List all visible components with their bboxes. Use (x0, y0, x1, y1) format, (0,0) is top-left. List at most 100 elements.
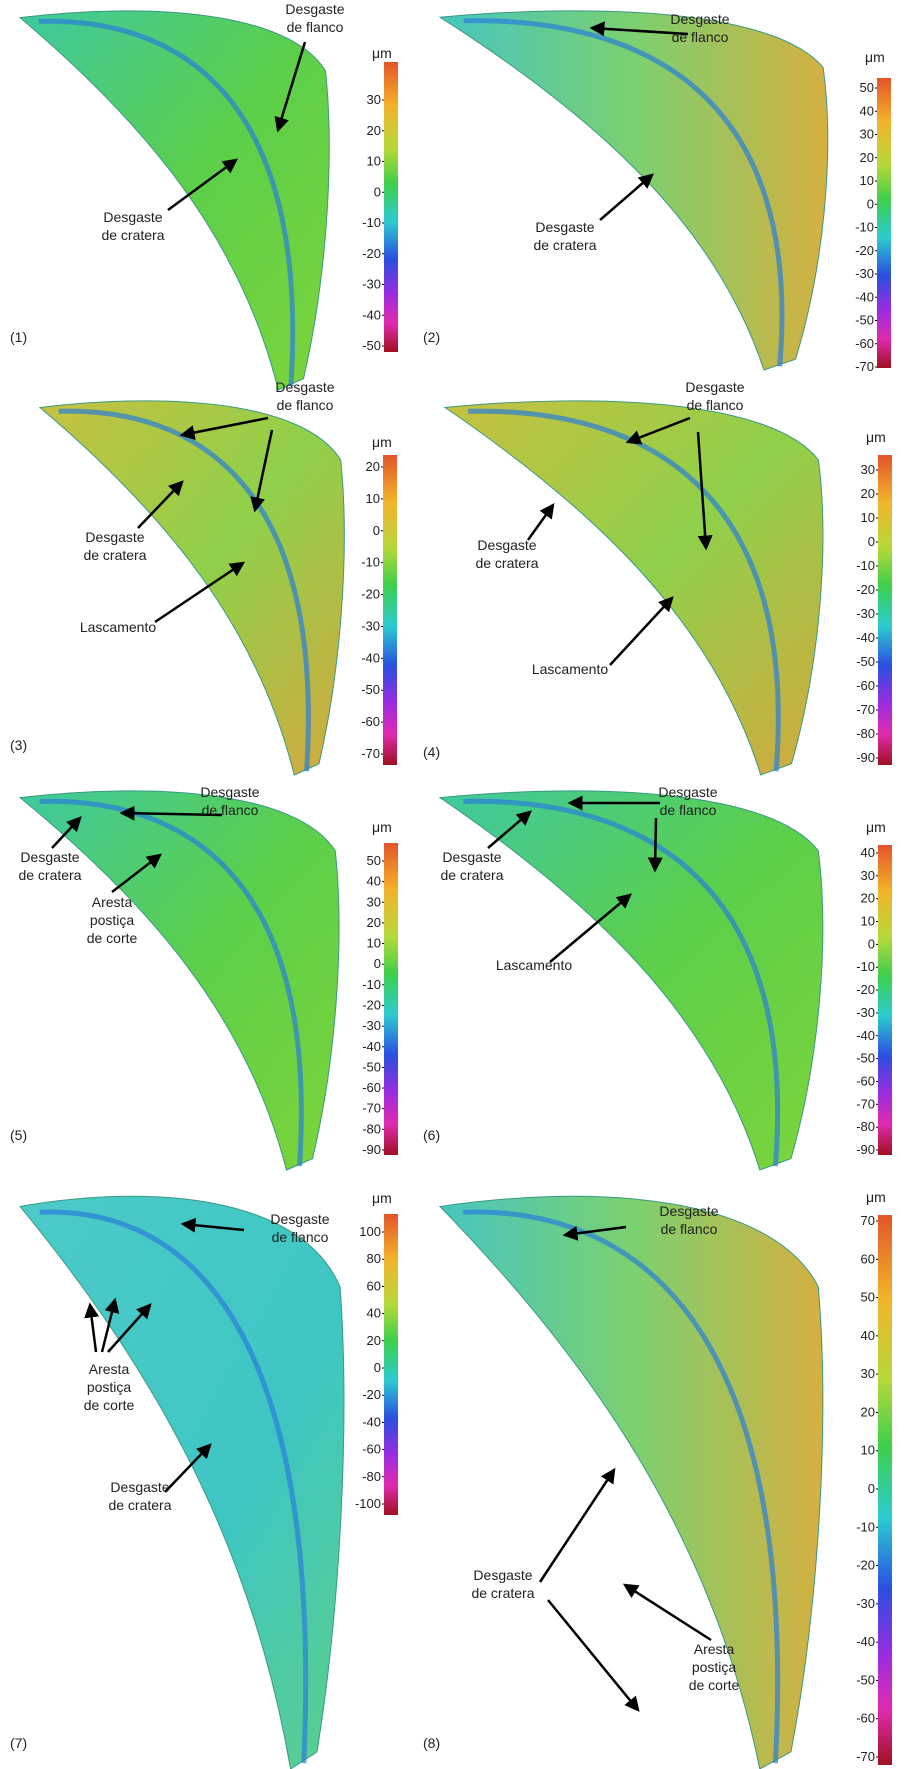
panel-label: (3) (10, 737, 27, 753)
annotation-text: de corte (84, 1397, 135, 1413)
colorbar-tick-label: 60 (861, 1251, 875, 1266)
colorbar-tick-label: 10 (860, 173, 874, 188)
annotation-text: de cratera (108, 1497, 171, 1513)
panel: μm 30 20 10 0 -10 -20 -30 -40 -50 -60 -70 -80 -90 (4) D… (423, 379, 892, 775)
colorbar (878, 455, 892, 765)
colorbar (384, 1214, 398, 1515)
colorbar-tick-label: 0 (374, 1360, 381, 1375)
annotation-text: de corte (689, 1677, 740, 1693)
colorbar-tick-label: 50 (367, 853, 381, 868)
flank-band (463, 1212, 777, 1763)
surface-shape (440, 1196, 823, 1769)
colorbar-tick-label: -70 (855, 359, 874, 374)
colorbar-tick-label: -20 (856, 982, 875, 997)
annotation-text: de flanco (277, 397, 334, 413)
flank-band (464, 21, 782, 367)
annotation-arrow (111, 853, 162, 893)
annotation-arrow (538, 1467, 616, 1583)
tool-surface (20, 791, 339, 1170)
colorbar-tick-label: 40 (861, 1328, 875, 1343)
annotation-arrow (487, 810, 532, 849)
surface-shape (440, 11, 828, 370)
colorbar-tick-label: 40 (861, 845, 875, 860)
colorbar-tick-label: -60 (856, 1711, 875, 1726)
panel-label: (6) (423, 1127, 440, 1143)
colorbar-tick-label: -40 (362, 1414, 381, 1429)
annotation-arrow (107, 1303, 152, 1353)
annotation-arrow (167, 158, 239, 212)
annotation-text: Lascamento (80, 619, 156, 635)
colorbar-tick-label: -20 (855, 243, 874, 258)
annotation-arrow (647, 817, 663, 873)
colorbar-tick-label: 100 (359, 1224, 381, 1239)
colorbar-tick-label: -20 (362, 246, 381, 261)
colorbar-unit: μm (372, 1190, 392, 1206)
colorbar-tick-label: 20 (367, 1333, 381, 1348)
annotation-arrow (180, 1217, 245, 1233)
colorbar-tick-label: 30 (861, 1366, 875, 1381)
colorbar-tick-label: -70 (856, 702, 875, 717)
colorbar (383, 455, 397, 765)
colorbar-tick-label: 20 (367, 915, 381, 930)
colorbar-tick-label: 30 (861, 868, 875, 883)
annotation-arrow (696, 431, 713, 551)
colorbar-tick-label: -40 (362, 1039, 381, 1054)
annotation-arrow (547, 1599, 640, 1712)
colorbar-unit: μm (866, 429, 886, 445)
colorbar-tick-label: -50 (856, 654, 875, 669)
colorbar (384, 62, 398, 352)
annotation-arrow (622, 1583, 712, 1642)
flank-band (468, 411, 778, 771)
colorbar-tick-label: -40 (856, 1634, 875, 1649)
colorbar-tick-label: -90 (856, 1142, 875, 1157)
annotation-arrow (274, 41, 307, 133)
colorbar-tick-label: -50 (361, 682, 380, 697)
colorbar-tick-label: -70 (856, 1749, 875, 1764)
colorbar-tick-label: -80 (362, 1469, 381, 1484)
annotation-text: de flanco (687, 397, 744, 413)
colorbar-tick-label: -20 (362, 998, 381, 1013)
tool-surface (440, 11, 828, 370)
surface-shape (20, 791, 339, 1170)
colorbar-tick-label: 80 (367, 1251, 381, 1266)
colorbar-tick-label: -70 (361, 746, 380, 761)
annotation-text: Aresta (694, 1641, 735, 1657)
annotation-arrow (625, 416, 691, 445)
colorbar-unit: μm (865, 49, 885, 65)
colorbar-unit: μm (372, 819, 392, 835)
annotation-text: Desgaste (275, 379, 334, 395)
tool-surface (20, 1196, 344, 1769)
annotation-arrow (526, 502, 555, 541)
colorbar-unit: μm (372, 45, 392, 61)
flank-band (40, 801, 302, 1166)
colorbar-tick-label: -10 (362, 215, 381, 230)
colorbar (384, 843, 398, 1155)
colorbar-tick-label: -40 (362, 307, 381, 322)
colorbar-tick-label: -20 (856, 582, 875, 597)
colorbar-unit: μm (866, 819, 886, 835)
panel-label: (2) (423, 329, 440, 345)
colorbar-unit: μm (866, 1189, 886, 1205)
colorbar-tick-label: 20 (861, 486, 875, 501)
annotation-text: Desgaste (477, 537, 536, 553)
annotation-arrow (137, 480, 184, 529)
tool-surface (40, 401, 344, 775)
annotation-text: de cratera (83, 547, 146, 563)
panel: μm 70 60 50 40 30 20 10 0 -10 -20 -30 -40 -50 -60 -70 (8… (423, 1189, 892, 1769)
colorbar-tick-label: 40 (367, 874, 381, 889)
annotation-text: de flanco (660, 802, 717, 818)
annotation-text: Desgaste (473, 1567, 532, 1583)
colorbar-tick-label: -10 (855, 220, 874, 235)
colorbar-tick-label: -60 (856, 1073, 875, 1088)
annotation-text: Desgaste (200, 784, 259, 800)
colorbar-tick-label: -70 (856, 1096, 875, 1111)
flank-band (39, 21, 293, 386)
colorbar-tick-label: -30 (856, 606, 875, 621)
colorbar-tick-label: 0 (868, 936, 875, 951)
annotation-arrow (589, 21, 689, 37)
colorbar-tick-label: 20 (861, 1404, 875, 1419)
colorbar-tick-label: 10 (367, 154, 381, 169)
colorbar-tick-label: -10 (856, 558, 875, 573)
